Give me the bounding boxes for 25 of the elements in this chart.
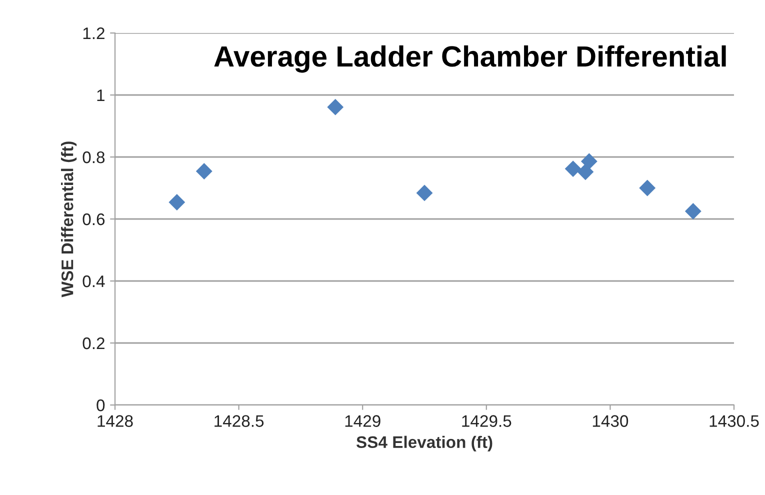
y-tick-label: 0.6 xyxy=(82,213,105,226)
point xyxy=(416,184,433,202)
y-tick-label: 1.2 xyxy=(83,27,104,40)
x-tick-label: 1430.5 xyxy=(710,415,759,427)
y-axis-title: WSE Differential (ft) xyxy=(61,142,77,298)
point xyxy=(564,160,582,177)
y-tick-label: 0.4 xyxy=(82,275,105,288)
y-tick-label: 0.2 xyxy=(82,337,104,350)
point xyxy=(577,164,594,180)
y-tick-label: 0 xyxy=(96,399,105,412)
x-axis-title: SS4 Elevation (ft) xyxy=(356,436,492,452)
y-tick-label: 1 xyxy=(97,90,104,102)
point xyxy=(639,180,656,196)
point xyxy=(684,203,702,220)
point xyxy=(327,98,344,116)
x-tick-label: 1428 xyxy=(98,415,133,427)
x-tick-label: 1429.5 xyxy=(462,415,512,427)
x-tick-label: 1430 xyxy=(592,415,628,427)
chart-title: Average Ladder Chamber Differential xyxy=(214,45,726,73)
y-tick-label: 0.8 xyxy=(82,151,105,164)
point xyxy=(580,153,598,170)
point xyxy=(196,163,212,180)
x-tick-label: 1428.5 xyxy=(214,415,264,427)
x-tick-label: 1429 xyxy=(345,415,380,427)
point xyxy=(168,194,186,210)
